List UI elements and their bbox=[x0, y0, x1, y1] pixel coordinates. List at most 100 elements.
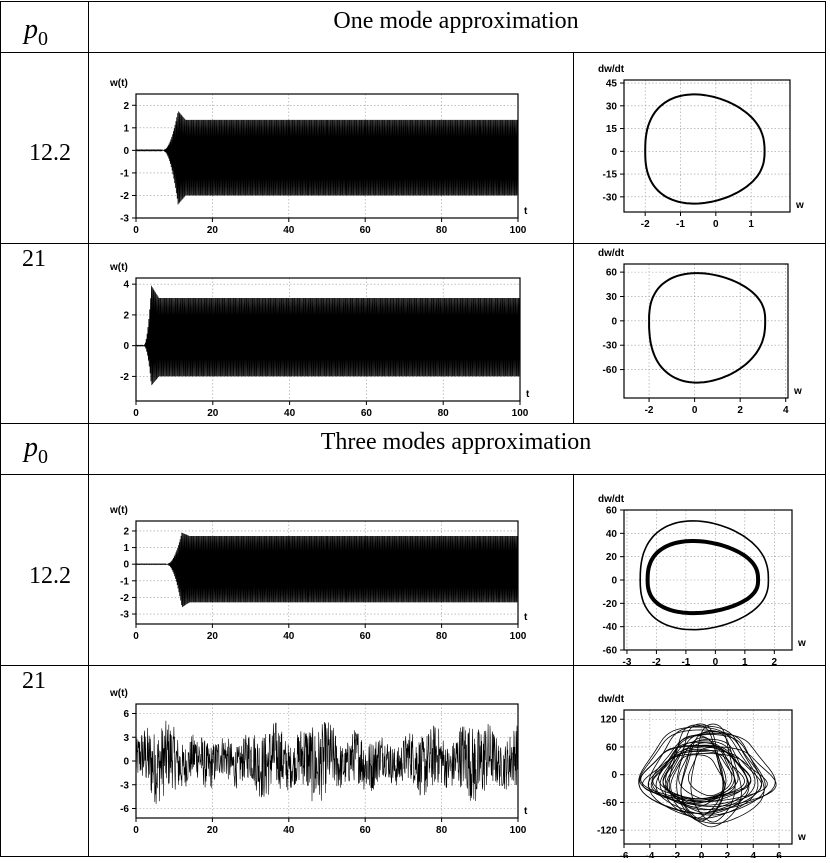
y-axis-label: dw/dt bbox=[598, 694, 625, 705]
phase-trajectory bbox=[651, 732, 776, 811]
one-mode-p12-phase-chart: -2 -1 0 1 45 30 15 0 -15 -30 dw/dt w bbox=[598, 64, 804, 230]
one-mode-p12-time-chart: 0 20 40 60 80 100 2 1 0 -1 -2 -3 w(t) t bbox=[109, 78, 528, 236]
p0-value-row-2: 21 bbox=[22, 246, 46, 272]
y-tick-label: 2 bbox=[123, 101, 129, 112]
phase-trajectory bbox=[658, 741, 739, 800]
y-tick-label: 120 bbox=[600, 715, 617, 726]
x-tick-label: 20 bbox=[207, 631, 219, 642]
one-mode-p21-phase-chart: -2 0 2 4 60 30 0 -30 -60 dw/dt w bbox=[598, 248, 802, 416]
y-tick-label: -2 bbox=[120, 372, 129, 383]
phase-orbit bbox=[648, 272, 767, 384]
y-tick-label: -2 bbox=[120, 191, 129, 202]
y-axis-label: dw/dt bbox=[598, 248, 625, 259]
p0-value-row-4: 21 bbox=[22, 668, 46, 694]
y-axis-label: w(t) bbox=[109, 78, 128, 89]
y-tick-label: 0 bbox=[611, 576, 617, 587]
x-tick-label: 0 bbox=[133, 225, 139, 236]
x-tick-label: 40 bbox=[283, 631, 295, 642]
x-tick-label: 100 bbox=[510, 225, 527, 236]
three-modes-p21-phase-chart: -6 -4 -2 0 2 4 6 120 60 0 -60 -120 dw/dt w bbox=[597, 694, 806, 862]
y-tick-label: -60 bbox=[603, 646, 618, 657]
y-tick-label: 45 bbox=[606, 79, 618, 90]
phase-trajectory bbox=[640, 744, 752, 800]
p0-value-row-3: 12.2 bbox=[29, 563, 71, 589]
x-tick-label: 40 bbox=[283, 225, 295, 236]
y-axis-label: dw/dt bbox=[598, 494, 625, 505]
y-tick-label: 2 bbox=[123, 310, 129, 321]
phase-orbit bbox=[644, 93, 766, 205]
phase-trajectory bbox=[652, 751, 745, 799]
x-axis-label: t bbox=[524, 206, 528, 217]
y-tick-label: -30 bbox=[603, 341, 618, 352]
x-tick-label: -1 bbox=[676, 219, 685, 230]
y-tick-label: 1 bbox=[123, 123, 129, 134]
plot-frame bbox=[623, 263, 789, 399]
x-tick-label: 2 bbox=[725, 851, 731, 858]
param-header-1: p0 bbox=[22, 14, 48, 50]
y-tick-label: -3 bbox=[120, 780, 129, 791]
x-tick-label: 0 bbox=[713, 657, 719, 668]
y-tick-label: 0 bbox=[611, 147, 617, 158]
three-modes-p12-phase-chart: -3 -2 -1 0 1 2 60 40 20 0 -20 -40 -60 dw/dt w bbox=[598, 494, 806, 668]
x-tick-label: 40 bbox=[283, 825, 295, 836]
time-series-line bbox=[136, 111, 518, 205]
phase-trajectory bbox=[648, 725, 759, 819]
phase-trajectory bbox=[662, 748, 737, 803]
x-tick-label: -2 bbox=[645, 405, 654, 416]
x-tick-label: -3 bbox=[622, 657, 631, 668]
y-axis-label: w(t) bbox=[109, 262, 128, 273]
y-tick-label: 0 bbox=[123, 146, 129, 157]
phase-trajectory bbox=[662, 744, 748, 803]
y-tick-label: -2 bbox=[120, 593, 129, 604]
y-tick-label: -1 bbox=[120, 168, 129, 179]
phase-trajectory bbox=[647, 746, 777, 807]
phase-trajectory bbox=[688, 747, 733, 797]
x-tick-label: 0 bbox=[133, 408, 139, 419]
x-tick-label: -2 bbox=[641, 219, 650, 230]
y-axis-label: w(t) bbox=[109, 688, 128, 699]
y-tick-label: 60 bbox=[606, 506, 618, 517]
x-tick-label: 2 bbox=[737, 405, 743, 416]
x-axis-label: t bbox=[526, 389, 530, 400]
y-tick-label: 40 bbox=[606, 529, 618, 540]
param-header-2: p0 bbox=[22, 432, 48, 468]
x-axis-label: w bbox=[795, 200, 804, 211]
y-tick-label: -6 bbox=[120, 804, 129, 815]
y-tick-label: 0 bbox=[123, 560, 129, 571]
y-tick-label: -15 bbox=[603, 170, 618, 181]
time-series-line bbox=[136, 285, 520, 386]
phase-orbit bbox=[645, 539, 761, 616]
x-tick-label: 80 bbox=[436, 825, 448, 836]
x-tick-label: 20 bbox=[207, 408, 219, 419]
x-tick-label: 60 bbox=[360, 825, 372, 836]
x-tick-label: 80 bbox=[438, 408, 450, 419]
y-tick-label: 1 bbox=[123, 543, 129, 554]
y-tick-label: 15 bbox=[606, 124, 618, 135]
y-tick-label: 4 bbox=[123, 280, 129, 291]
x-tick-label: 0 bbox=[692, 405, 698, 416]
y-axis-label: w(t) bbox=[109, 505, 128, 516]
x-tick-label: -6 bbox=[620, 851, 629, 858]
x-tick-label: -1 bbox=[681, 657, 690, 668]
three-modes-p21-time-chart: 0 20 40 60 80 100 6 3 0 -3 -6 w(t) t bbox=[109, 688, 528, 836]
y-tick-label: 20 bbox=[606, 552, 618, 563]
y-tick-label: -120 bbox=[597, 826, 617, 837]
x-tick-label: 1 bbox=[748, 219, 754, 230]
x-tick-label: 2 bbox=[772, 657, 778, 668]
plot-frame bbox=[623, 709, 793, 845]
x-tick-label: 0 bbox=[133, 825, 139, 836]
section-title-one-mode: One mode approximation bbox=[333, 8, 578, 34]
y-tick-label: 0 bbox=[123, 757, 129, 768]
x-tick-label: 60 bbox=[361, 408, 373, 419]
y-tick-label: 60 bbox=[606, 742, 618, 753]
x-tick-label: 0 bbox=[699, 851, 705, 858]
x-tick-label: 60 bbox=[360, 631, 372, 642]
x-axis-label: t bbox=[524, 806, 528, 817]
phase-orbit-outer bbox=[639, 520, 770, 631]
x-tick-label: 4 bbox=[783, 405, 789, 416]
x-tick-label: 100 bbox=[510, 825, 527, 836]
